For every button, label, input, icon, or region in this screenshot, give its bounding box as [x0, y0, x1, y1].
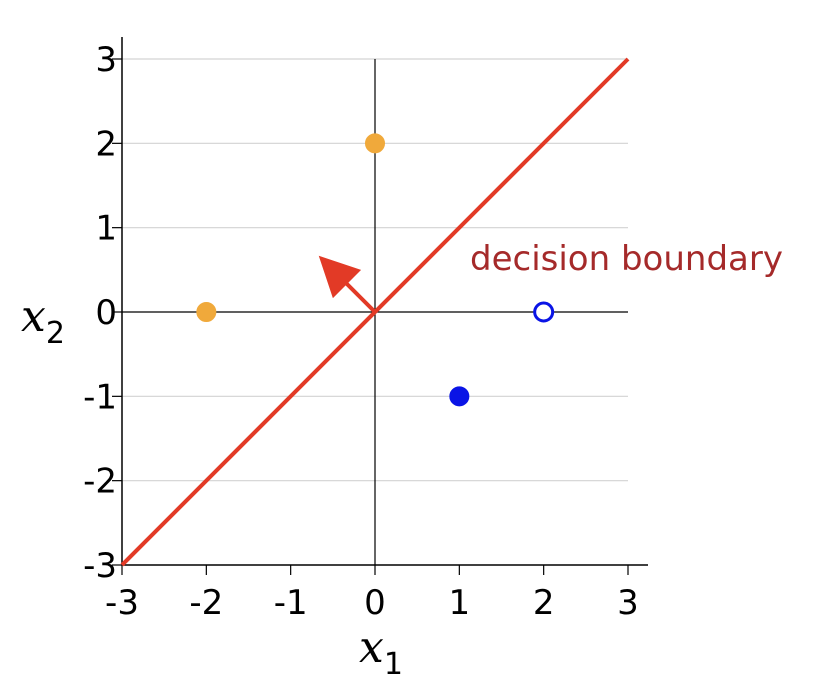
y-tick-label: 2: [95, 124, 117, 164]
chart-series: [120, 57, 630, 567]
x-tick-label: -2: [189, 583, 223, 623]
y-axis-title: x2: [21, 291, 65, 351]
y-axis-title-main: x: [21, 291, 46, 342]
y-tick-label: -1: [83, 377, 117, 417]
x-tick-label: 3: [617, 583, 639, 623]
x-tick-label: 1: [449, 583, 471, 623]
y-tick-label: 0: [95, 293, 117, 333]
data-point: [449, 386, 470, 407]
x-tick-label: 2: [533, 583, 555, 623]
y-tick-label: 3: [95, 40, 117, 80]
y-axis-title-subscript: 2: [46, 316, 65, 351]
x-tick-label: 0: [364, 583, 386, 623]
data-point: [196, 302, 217, 322]
x-tick-label: -1: [274, 583, 308, 623]
y-tick-label: -3: [83, 546, 117, 586]
normal-vector-arrow: [318, 255, 377, 314]
y-tick-label: 1: [95, 209, 117, 249]
x-axis-title-subscript: 1: [384, 647, 403, 680]
decision-boundary-label: decision boundary: [470, 239, 783, 279]
x-tick-label: -3: [105, 583, 139, 623]
y-tick-label: -2: [83, 462, 117, 502]
data-point: [365, 133, 385, 154]
x-axis-title-main: x: [359, 622, 384, 673]
x-axis-title: x1: [359, 622, 403, 680]
data-point: [533, 301, 555, 323]
tick-labels: -3 -2 -1 0 1 2 3 -3 -2 -1 0 1 2 3: [83, 40, 639, 623]
